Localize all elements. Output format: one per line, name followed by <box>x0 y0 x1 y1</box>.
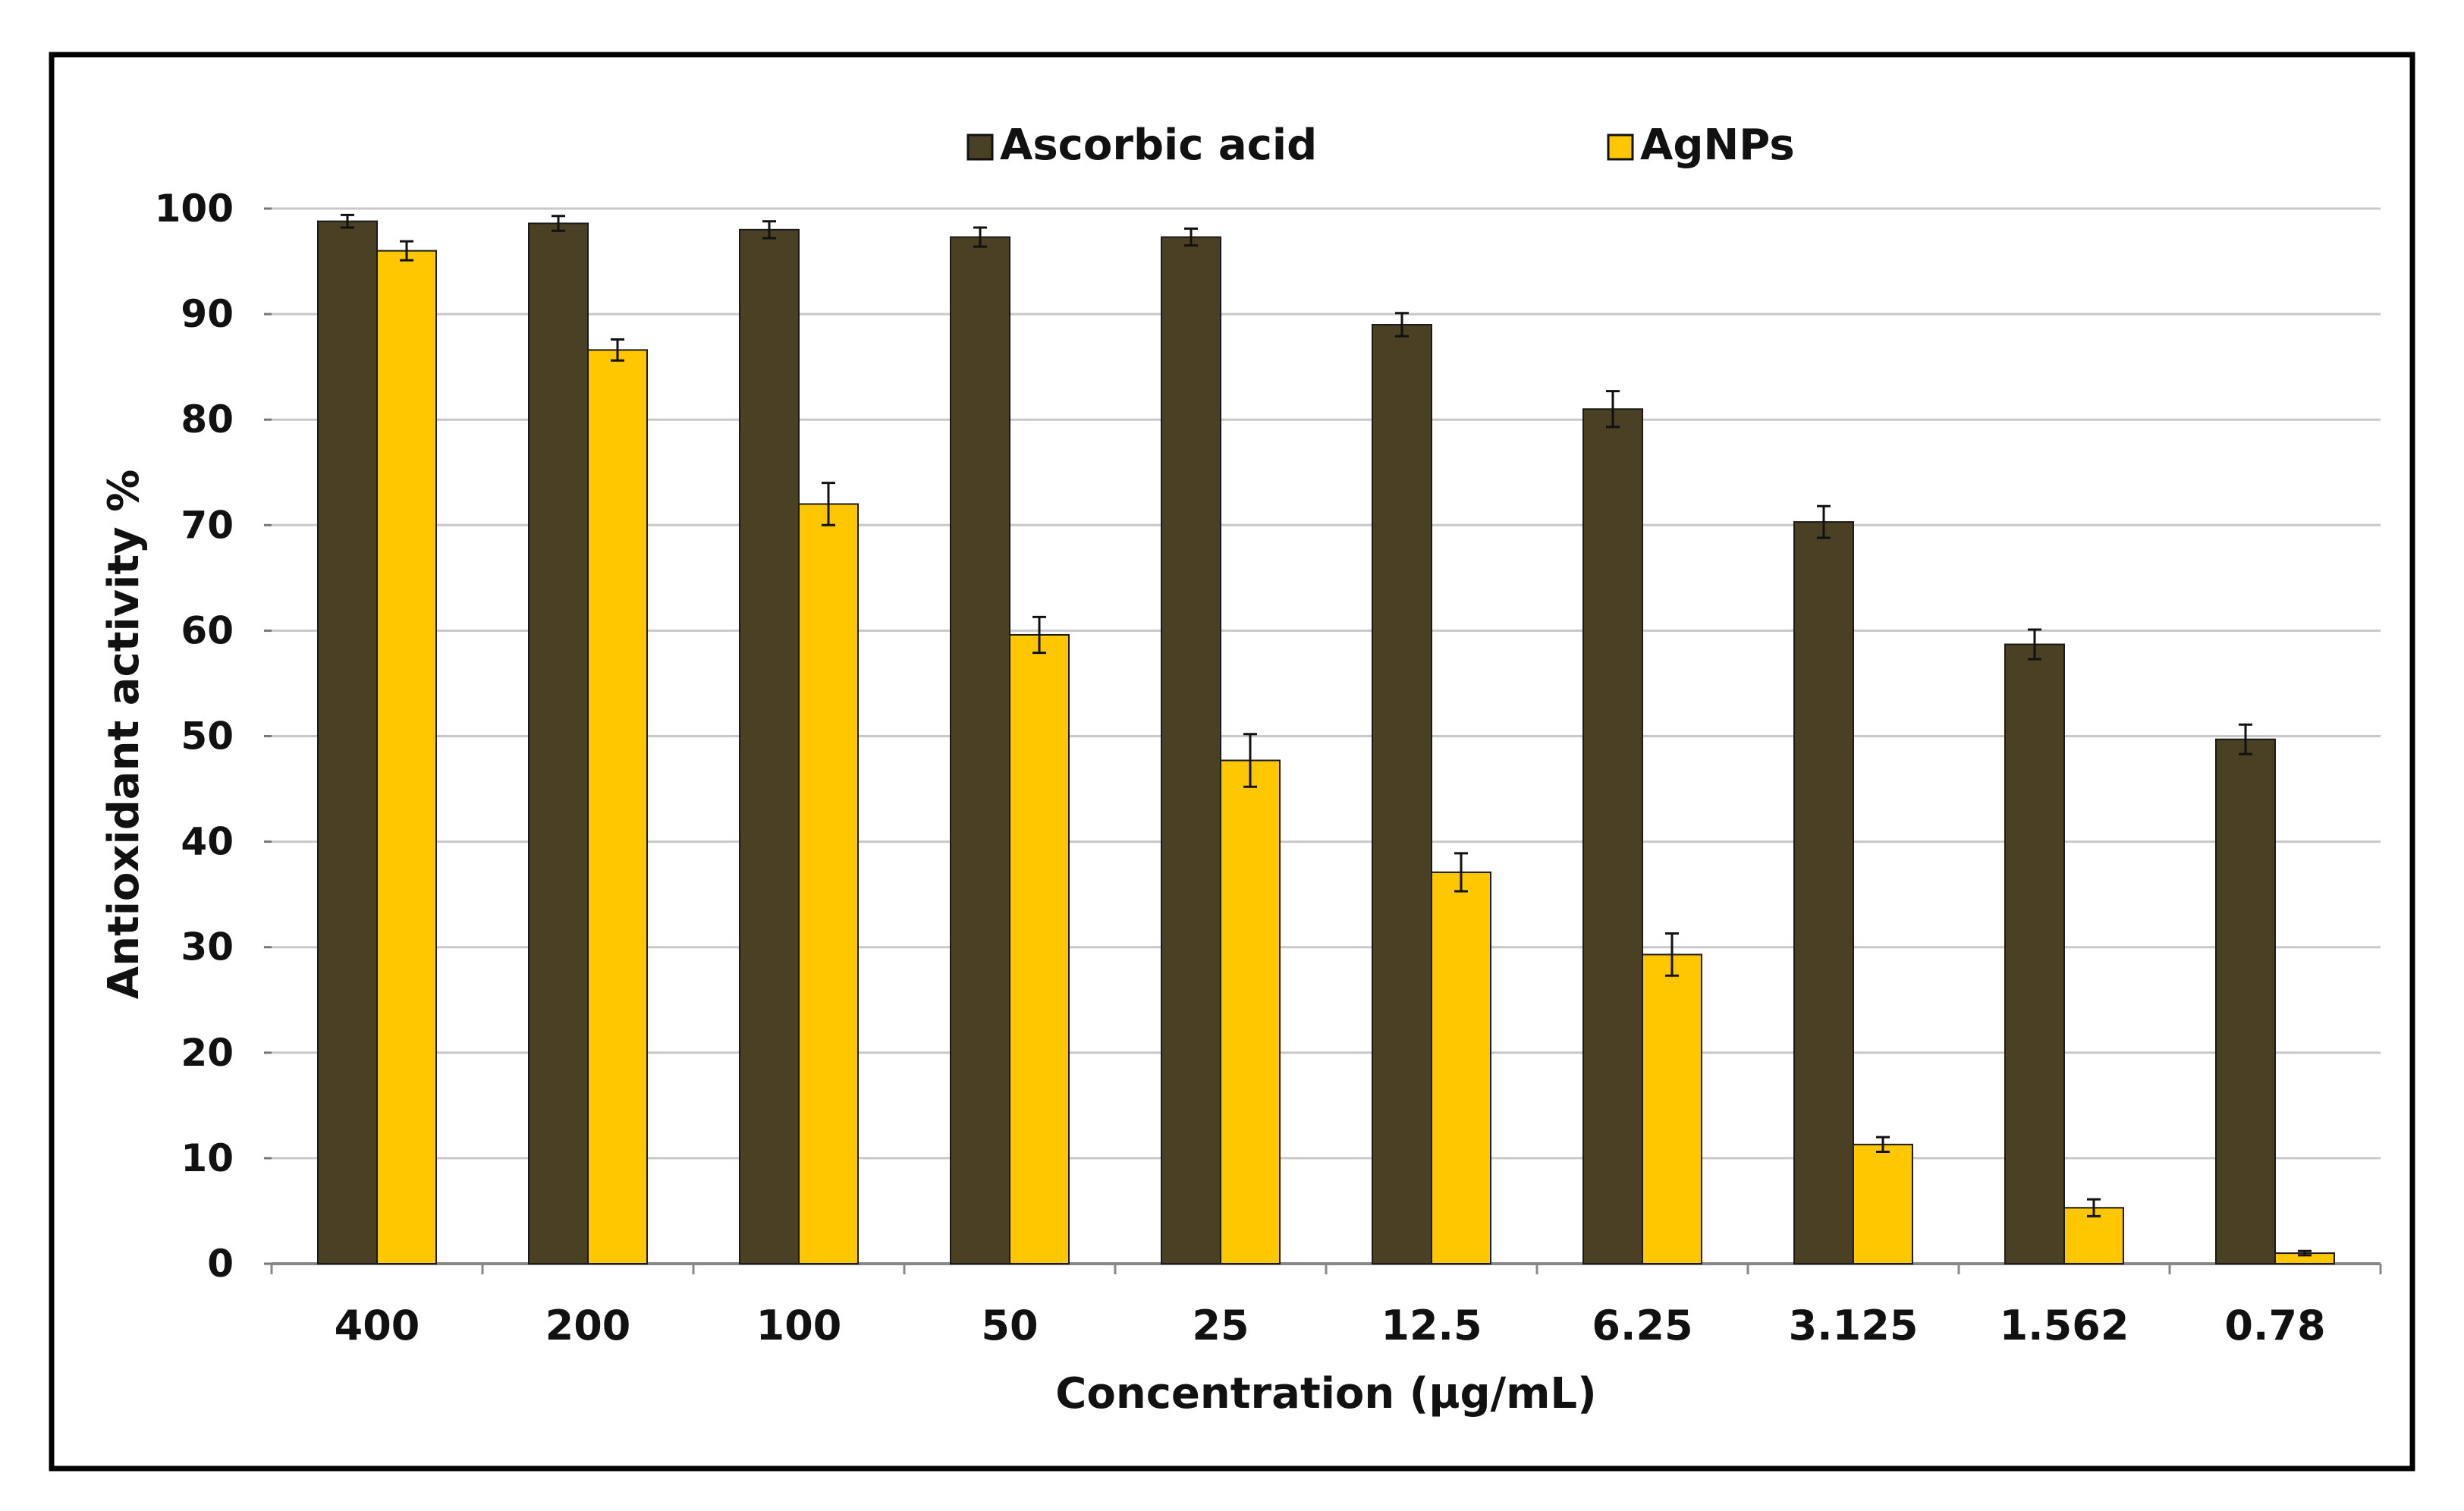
bar-ascorbic-acid-100 <box>739 228 800 1265</box>
bar-ascorbic-acid-12.5 <box>1372 324 1432 1264</box>
error-bars <box>341 213 2312 1257</box>
x-tick-label: 200 <box>545 1302 631 1349</box>
legend-swatch-agnps <box>1607 134 1634 161</box>
x-tick-label: 6.25 <box>1592 1302 1692 1349</box>
error-bar <box>762 220 776 240</box>
error-bar <box>341 213 354 229</box>
error-bar <box>2087 1198 2101 1217</box>
x-tick-label: 25 <box>1192 1302 1249 1349</box>
bar-ascorbic-acid-1.562 <box>2004 643 2065 1264</box>
y-tick-label: 80 <box>181 397 234 441</box>
x-tick-label: 1.562 <box>2000 1302 2129 1349</box>
error-bar <box>1243 733 1257 788</box>
bar-ascorbic-acid-25 <box>1161 236 1221 1264</box>
error-bar <box>1454 852 1468 893</box>
x-tick-label: 400 <box>335 1302 420 1349</box>
x-tick-label: 100 <box>756 1302 842 1349</box>
legend: Ascorbic acid AgNPs <box>966 121 1795 170</box>
x-tick-label: 0.78 <box>2224 1302 2325 1349</box>
y-tick-label: 90 <box>181 292 234 336</box>
y-tick-label: 60 <box>181 608 234 652</box>
error-bar <box>822 482 835 526</box>
tick-labels: 0 10 20 30 40 50 60 70 80 90 100 400 200 100 50 25 12.5 6… <box>155 187 2326 1349</box>
bar-agnps-50 <box>1009 633 1070 1264</box>
y-tick-label: 30 <box>181 925 234 969</box>
y-tick-label: 10 <box>181 1136 234 1180</box>
bar-ascorbic-acid-400 <box>317 220 378 1264</box>
error-bar <box>2239 723 2252 756</box>
error-bar <box>1395 312 1409 338</box>
legend-swatch-ascorbic-acid <box>966 134 994 161</box>
x-tick-label: 12.5 <box>1381 1302 1482 1349</box>
error-bar <box>1876 1136 1890 1154</box>
y-tick-label: 50 <box>181 715 234 759</box>
y-tick-label: 20 <box>181 1031 234 1075</box>
y-tick-label: 0 <box>207 1242 234 1286</box>
bars <box>317 220 2335 1265</box>
bar-ascorbic-acid-0.78 <box>2215 738 2276 1264</box>
error-bar <box>1817 504 1831 539</box>
error-bar <box>973 226 987 248</box>
bar-agnps-25 <box>1220 759 1281 1264</box>
bar-agnps-400 <box>376 250 437 1264</box>
bar-agnps-12.5 <box>1431 871 1491 1264</box>
error-bar <box>400 240 413 262</box>
legend-label-ascorbic-acid: Ascorbic acid <box>1000 121 1317 170</box>
bar-agnps-200 <box>587 349 648 1264</box>
error-bar <box>1032 615 1046 655</box>
bar-agnps-3.125 <box>1853 1143 1913 1265</box>
x-axis-title: Concentration (µg/mL) <box>1055 1369 1596 1418</box>
bar-ascorbic-acid-6.25 <box>1582 408 1643 1264</box>
x-tick-label: 50 <box>981 1302 1038 1349</box>
error-bar <box>552 215 565 232</box>
bar-agnps-6.25 <box>1642 953 1702 1264</box>
error-bar <box>1184 227 1198 247</box>
y-axis-title: Antioxidant activity % <box>99 470 149 1000</box>
x-tick-label: 3.125 <box>1789 1302 1919 1349</box>
error-bar <box>1606 390 1620 429</box>
bar-ascorbic-acid-3.125 <box>1793 521 1854 1264</box>
bar-agnps-100 <box>798 503 859 1264</box>
bar-ascorbic-acid-50 <box>950 236 1010 1264</box>
y-tick-label: 40 <box>181 820 234 864</box>
error-bar <box>2028 628 2041 661</box>
error-bar <box>611 338 624 362</box>
error-bar <box>2298 1249 2312 1257</box>
error-bar <box>1665 932 1679 977</box>
bar-ascorbic-acid-200 <box>528 222 589 1264</box>
y-tick-label: 100 <box>155 187 234 231</box>
y-tick-label: 70 <box>181 503 234 547</box>
legend-label-agnps: AgNPs <box>1640 121 1795 170</box>
